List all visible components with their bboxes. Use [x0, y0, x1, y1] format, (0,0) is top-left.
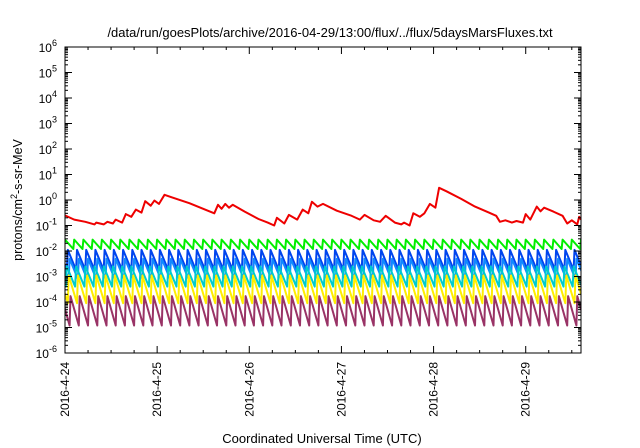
- y-tick-exponent: 1: [52, 166, 57, 176]
- y-axis-label-pre: protons/cm: [11, 199, 25, 261]
- y-tick-exponent: -1: [49, 217, 57, 227]
- y-tick-base: 10: [36, 271, 50, 285]
- y-tick-base: 10: [36, 322, 50, 336]
- y-tick-base: 10: [39, 194, 53, 208]
- y-tick-label: 104: [39, 89, 57, 106]
- y-tick-label: 10-1: [36, 217, 57, 234]
- y-tick-exponent: -3: [49, 268, 57, 278]
- y-tick-base: 10: [39, 41, 53, 55]
- y-tick-label: 100: [39, 191, 57, 208]
- y-tick-label: 101: [39, 166, 57, 183]
- y-tick-label: 10-6: [36, 344, 57, 361]
- y-tick-base: 10: [36, 245, 50, 259]
- y-tick-exponent: 3: [52, 115, 57, 125]
- y-tick-exponent: -2: [49, 242, 57, 252]
- y-axis-label: protons/cm2-s-sr-MeV: [9, 138, 25, 260]
- y-tick-base: 10: [39, 143, 53, 157]
- y-tick-base: 10: [36, 347, 50, 361]
- y-tick-exponent: 4: [52, 89, 57, 99]
- y-tick-exponent: -5: [49, 319, 57, 329]
- x-tick-label: 2016-4-26: [242, 362, 256, 417]
- y-tick-exponent: 6: [52, 38, 57, 48]
- y-tick-exponent: -4: [49, 293, 57, 303]
- y-tick-base: 10: [36, 296, 50, 310]
- y-tick-base: 10: [36, 220, 50, 234]
- y-axis-label-post: -s-sr-MeV: [11, 138, 25, 194]
- series-line-5: [65, 265, 581, 288]
- y-tick-base: 10: [39, 92, 53, 106]
- series-layer: [65, 186, 581, 327]
- y-tick-label: 10-2: [36, 242, 57, 259]
- series-line-6: [65, 274, 581, 305]
- y-tick-label: 103: [39, 115, 57, 132]
- y-tick-exponent: 5: [52, 64, 57, 74]
- y-axis: 10-610-510-410-310-210-11001011021031041…: [36, 38, 581, 361]
- y-tick-label: 10-5: [36, 319, 57, 336]
- y-tick-label: 10-4: [36, 293, 57, 310]
- y-tick-exponent: -6: [49, 344, 57, 354]
- series-line-1: [65, 186, 581, 227]
- x-axis-label: Coordinated Universal Time (UTC): [222, 431, 421, 446]
- series-line-2: [65, 238, 581, 250]
- x-tick-label: 2016-4-29: [519, 362, 533, 417]
- chart-title: /data/run/goesPlots/archive/2016-04-29/1…: [107, 25, 553, 40]
- x-tick-label: 2016-4-25: [150, 362, 164, 417]
- y-tick-base: 10: [39, 118, 53, 132]
- y-axis-label-sup: 2: [9, 194, 19, 199]
- y-tick-base: 10: [39, 67, 53, 81]
- y-tick-base: 10: [39, 169, 53, 183]
- y-tick-label: 102: [39, 140, 57, 157]
- x-tick-label: 2016-4-27: [334, 362, 348, 417]
- x-tick-label: 2016-4-24: [58, 362, 72, 417]
- x-tick-label: 2016-4-28: [427, 362, 441, 417]
- y-tick-label: 105: [39, 64, 57, 81]
- y-tick-label: 10-3: [36, 268, 57, 285]
- x-axis: 2016-4-24 2016-4-25 2016-4-26 2016-4-27 2016…: [58, 47, 573, 417]
- y-tick-exponent: 2: [52, 140, 57, 150]
- series-line-7: [65, 295, 581, 327]
- y-tick-label: 106: [39, 38, 57, 55]
- y-tick-exponent: 0: [52, 191, 57, 201]
